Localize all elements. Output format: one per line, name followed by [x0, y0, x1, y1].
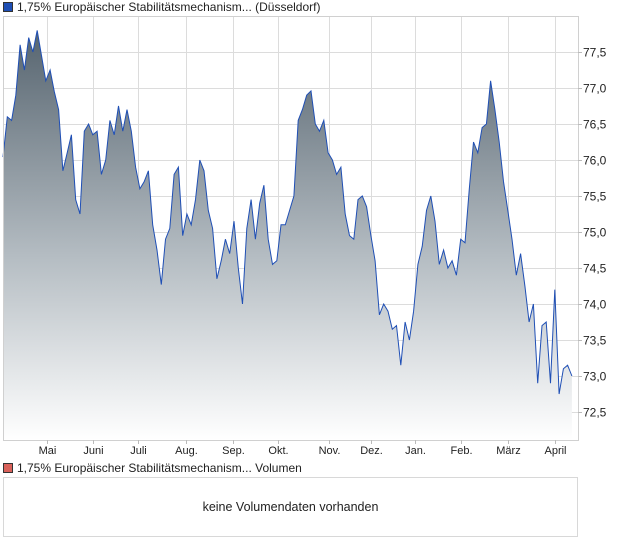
volume-legend[interactable]: 1,75% Europäischer Stabilitätsmechanism.… [3, 461, 302, 475]
volume-panel: keine Volumendaten vorhanden [3, 477, 578, 537]
y-tick-label: 74,5 [583, 262, 607, 276]
y-tick-label: 72,5 [583, 406, 607, 420]
volume-empty-message: keine Volumendaten vorhanden [202, 500, 379, 514]
price-legend[interactable]: 1,75% Europäischer Stabilitätsmechanism.… [3, 0, 320, 14]
y-tick-label: 73,0 [583, 370, 607, 384]
x-tick-label: Sep. [222, 445, 245, 457]
price-area [3, 30, 572, 441]
x-tick-label: Juli [130, 445, 147, 457]
y-tick-label: 77,5 [583, 46, 607, 60]
x-tick-label: Jan. [405, 445, 426, 457]
y-tick-label: 75,0 [583, 226, 607, 240]
y-tick-label: 74,0 [583, 298, 607, 312]
x-tick-label: Mai [39, 445, 57, 457]
x-tick-label: April [544, 445, 566, 457]
x-tick-label: Juni [83, 445, 103, 457]
x-tick-label: Feb. [450, 445, 472, 457]
x-tick-label: Aug. [175, 445, 198, 457]
price-chart: 72,5 73,0 73,5 74,0 74,5 75,0 75,5 76,0 76,5 77,0… [2, 16, 607, 457]
x-tick-label: Okt. [268, 445, 288, 457]
volume-legend-label: 1,75% Europäischer Stabilitätsmechanism.… [17, 461, 302, 475]
plot-border [3, 16, 579, 441]
volume-legend-swatch [3, 463, 13, 473]
price-line [2, 30, 573, 395]
y-tick-label: 77,0 [583, 82, 607, 96]
y-tick-label: 76,0 [583, 154, 607, 168]
price-legend-label: 1,75% Europäischer Stabilitätsmechanism.… [17, 0, 321, 14]
x-tick-label: März [496, 445, 520, 457]
x-tick-label: Dez. [360, 445, 383, 457]
y-tick-label: 76,5 [583, 118, 607, 132]
price-legend-swatch [3, 2, 13, 12]
y-tick-label: 75,5 [583, 190, 607, 204]
x-tick-label: Nov. [319, 445, 341, 457]
y-tick-label: 73,5 [583, 334, 607, 348]
